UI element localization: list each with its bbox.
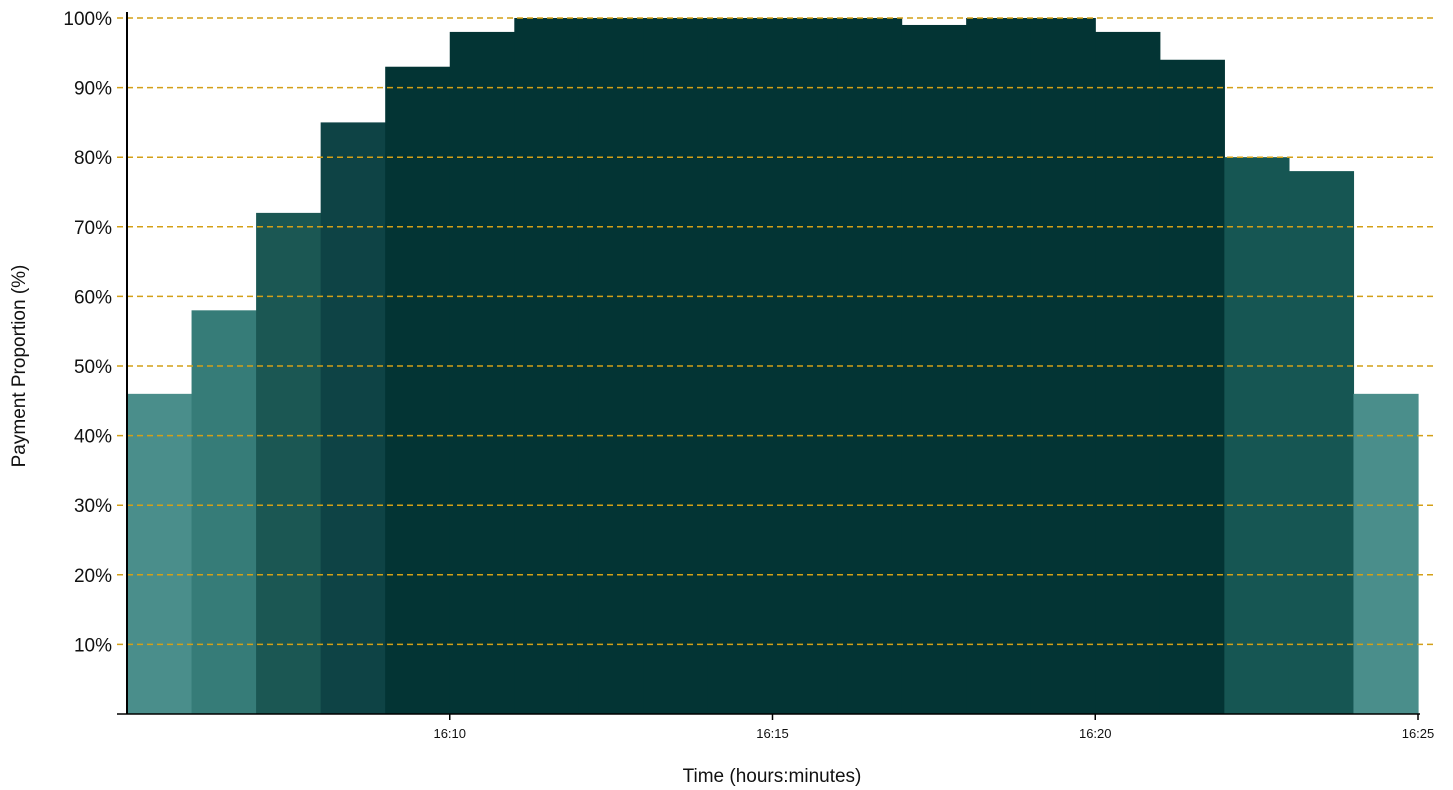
y-tick-label: 90% — [74, 79, 112, 100]
bar-4 — [320, 122, 386, 714]
x-axis-title: Time (hours:minutes) — [683, 766, 862, 787]
bar-1 — [127, 393, 193, 714]
bar-11 — [772, 18, 838, 714]
y-tick-label: 20% — [74, 566, 112, 587]
bar-20 — [1353, 393, 1419, 714]
y-tick-label: 50% — [74, 357, 112, 378]
y-axis-title: Payment Proportion (%) — [9, 265, 30, 468]
x-axis-ticks: 16:10 16:15 16:20 16:25 — [433, 714, 1434, 741]
bar-13 — [901, 24, 967, 714]
axes — [117, 12, 1420, 715]
bar-5 — [385, 66, 451, 715]
x-tick-label: 16:15 — [756, 726, 789, 741]
bar-19 — [1288, 171, 1355, 714]
x-tick-label: 16:20 — [1079, 726, 1112, 741]
y-axis-ticks: 10% 20% 30% 40% 50% 60% 70% 80% 90% 100% — [63, 9, 112, 656]
x-tick-label: 16:10 — [433, 726, 466, 741]
bar-6 — [449, 31, 515, 715]
y-tick-label: 60% — [74, 287, 112, 308]
bar-16 — [1095, 31, 1161, 715]
y-tick-label: 30% — [74, 496, 112, 517]
y-tick-label: 70% — [74, 218, 112, 239]
y-tick-label: 40% — [74, 427, 112, 448]
y-tick-label: 80% — [74, 148, 112, 169]
y-tick-label: 10% — [74, 635, 112, 656]
y-tick-label: 100% — [63, 9, 112, 30]
bars-layer — [127, 18, 1419, 715]
bar-3 — [256, 212, 322, 714]
bar-17 — [1159, 59, 1225, 714]
bar-2 — [191, 310, 257, 714]
x-tick-label: 16:25 — [1402, 726, 1435, 741]
